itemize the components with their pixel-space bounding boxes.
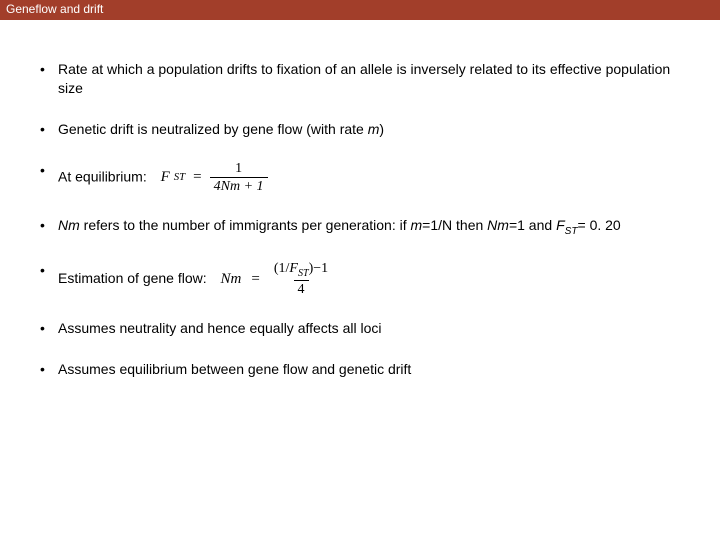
bullet-item: Nm refers to the number of immigrants pe… (40, 216, 680, 238)
bullet-item: Genetic drift is neutralized by gene flo… (40, 120, 680, 139)
bullet-list: Rate at which a population drifts to fix… (40, 60, 680, 379)
slide-content: Rate at which a population drifts to fix… (0, 20, 720, 379)
bullet-text: Assumes equilibrium between gene flow an… (58, 361, 411, 377)
bullet-text: At equilibrium: (58, 168, 147, 184)
title-text: Geneflow and drift (6, 2, 103, 16)
bullet-item: At equilibrium: FST=14Nm + 1 (40, 161, 680, 195)
bullet-text: Assumes neutrality and hence equally aff… (58, 320, 381, 336)
bullet-text: Estimation of gene flow: (58, 270, 207, 286)
bullet-item: Assumes neutrality and hence equally aff… (40, 319, 680, 338)
bullet-text: Rate at which a population drifts to fix… (58, 61, 670, 96)
bullet-text: Genetic drift is neutralized by gene flo… (58, 121, 384, 137)
bullet-item: Rate at which a population drifts to fix… (40, 60, 680, 98)
bullet-item: Assumes equilibrium between gene flow an… (40, 360, 680, 379)
bullet-item: Estimation of gene flow: Nm=(1/FST)−14 (40, 261, 680, 297)
fst-formula: FST=14Nm + 1 (161, 161, 268, 195)
nm-formula: Nm=(1/FST)−14 (221, 261, 333, 297)
bullet-text: Nm refers to the number of immigrants pe… (58, 217, 621, 233)
title-bar: Geneflow and drift (0, 0, 720, 20)
